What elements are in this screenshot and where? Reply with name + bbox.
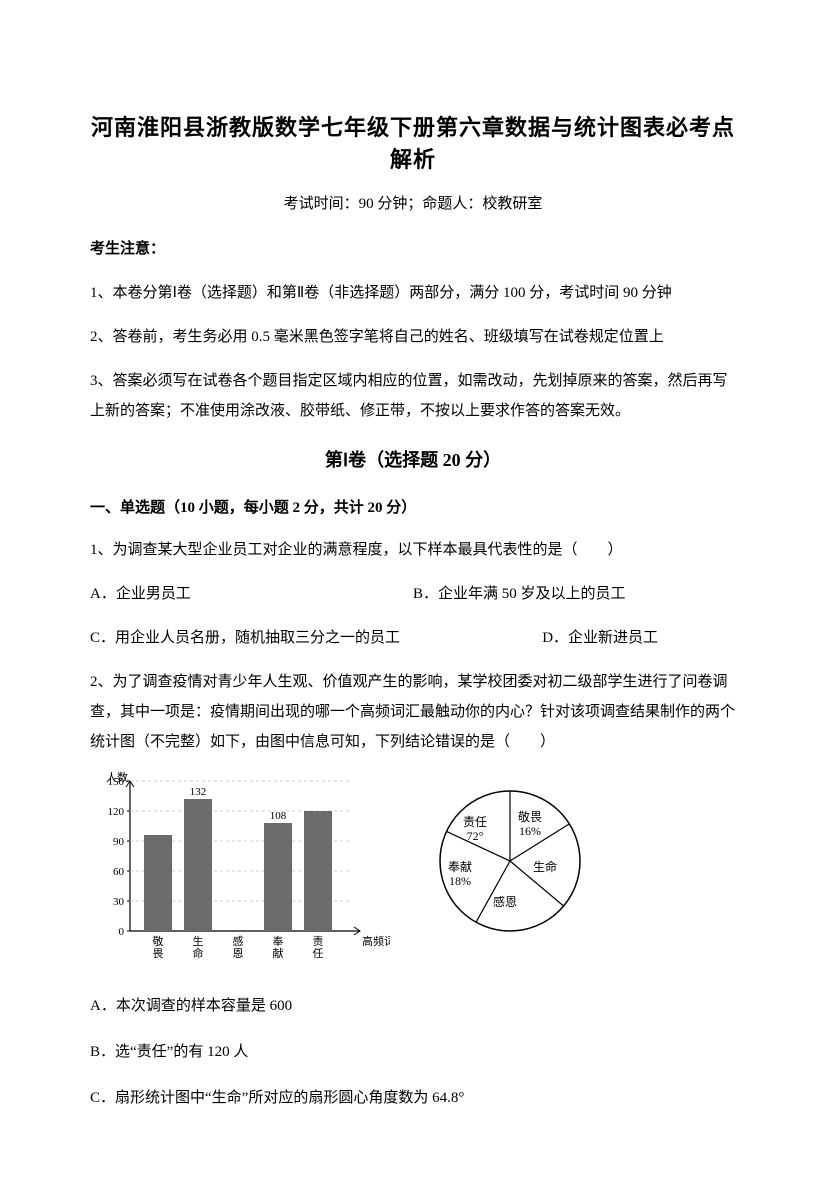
notice-heading: 考生注意：	[90, 237, 736, 258]
q2-opt-b: B．选“责任”的有 120 人	[90, 1037, 736, 1067]
subsection-1: 一、单选题（10 小题，每小题 2 分，共计 20 分）	[90, 496, 736, 517]
svg-text:18%: 18%	[449, 874, 471, 888]
notice-1: 1、本卷分第Ⅰ卷（选择题）和第Ⅱ卷（非选择题）两部分，满分 100 分，考试时间…	[90, 278, 736, 308]
q1-opt-c: C．用企业人员名册，随机抽取三分之一的员工	[90, 623, 542, 653]
q2-opt-c: C．扇形统计图中“生命”所对应的扇形圆心角度数为 64.8°	[90, 1083, 736, 1113]
bar-chart-svg: 人数0306090120150敬畏132生命感恩108奉献责任高频词汇	[90, 771, 390, 971]
q1-stem: 1、为调查某大型企业员工对企业的满意程度，以下样本最具代表性的是（ ）	[90, 535, 736, 565]
svg-text:90: 90	[113, 836, 125, 848]
svg-text:高频词汇: 高频词汇	[362, 934, 390, 948]
page-title: 河南淮阳县浙教版数学七年级下册第六章数据与统计图表必考点解析	[90, 110, 736, 174]
svg-text:60: 60	[113, 866, 125, 878]
pie-chart: 敬畏16% 责任72° 生命感恩 奉献18%	[420, 771, 600, 951]
notice-2: 2、答卷前，考生务必用 0.5 毫米黑色签字笔将自己的姓名、班级填写在试卷规定位…	[90, 322, 736, 352]
section-1-title: 第Ⅰ卷（选择题 20 分）	[90, 446, 736, 472]
q1-opt-a: A．企业男员工	[90, 579, 413, 609]
svg-text:108: 108	[270, 810, 287, 822]
svg-text:命: 命	[193, 946, 204, 960]
svg-text:献: 献	[273, 946, 284, 960]
bar-chart: 人数0306090120150敬畏132生命感恩108奉献责任高频词汇	[90, 771, 390, 971]
q1-opt-d: D．企业新进员工	[542, 623, 736, 653]
svg-text:畏: 畏	[153, 947, 164, 960]
svg-text:72°: 72°	[467, 829, 484, 843]
svg-text:奉献: 奉献	[448, 859, 472, 874]
svg-text:生: 生	[193, 934, 204, 948]
pie-chart-svg: 敬畏16% 责任72° 生命感恩 奉献18%	[420, 771, 600, 951]
svg-text:感恩: 感恩	[493, 894, 517, 909]
q1-opt-b: B．企业年满 50 岁及以上的员工	[413, 579, 736, 609]
svg-text:敬: 敬	[153, 935, 164, 948]
svg-text:责: 责	[313, 935, 324, 948]
svg-text:奉: 奉	[273, 934, 284, 948]
q1-row-cd: C．用企业人员名册，随机抽取三分之一的员工 D．企业新进员工	[90, 623, 736, 653]
notice-3: 3、答案必须写在试卷各个题目指定区域内相应的位置，如需改动，先划掉原来的答案，然…	[90, 366, 736, 426]
q2-figures: 人数0306090120150敬畏132生命感恩108奉献责任高频词汇 敬畏16…	[90, 771, 736, 971]
q2-stem: 2、为了调查疫情对青少年人生观、价值观产生的影响，某学校团委对初二级部学生进行了…	[90, 667, 736, 757]
svg-text:感: 感	[233, 935, 244, 948]
svg-text:120: 120	[108, 806, 125, 818]
svg-text:0: 0	[119, 926, 125, 938]
svg-text:生命: 生命	[533, 859, 557, 874]
page-subtitle: 考试时间：90 分钟；命题人：校教研室	[90, 192, 736, 213]
svg-text:150: 150	[108, 776, 125, 788]
svg-text:16%: 16%	[519, 824, 541, 838]
svg-text:责任: 责任	[463, 815, 487, 829]
svg-text:恩: 恩	[233, 947, 244, 960]
svg-text:任: 任	[313, 947, 324, 960]
svg-text:132: 132	[190, 786, 207, 798]
q1-row-ab: A．企业男员工 B．企业年满 50 岁及以上的员工	[90, 579, 736, 609]
exam-page: 河南淮阳县浙教版数学七年级下册第六章数据与统计图表必考点解析 考试时间：90 分…	[0, 0, 826, 1189]
q2-opt-a: A．本次调查的样本容量是 600	[90, 991, 736, 1021]
svg-text:30: 30	[113, 896, 125, 908]
svg-text:敬畏: 敬畏	[518, 810, 542, 824]
